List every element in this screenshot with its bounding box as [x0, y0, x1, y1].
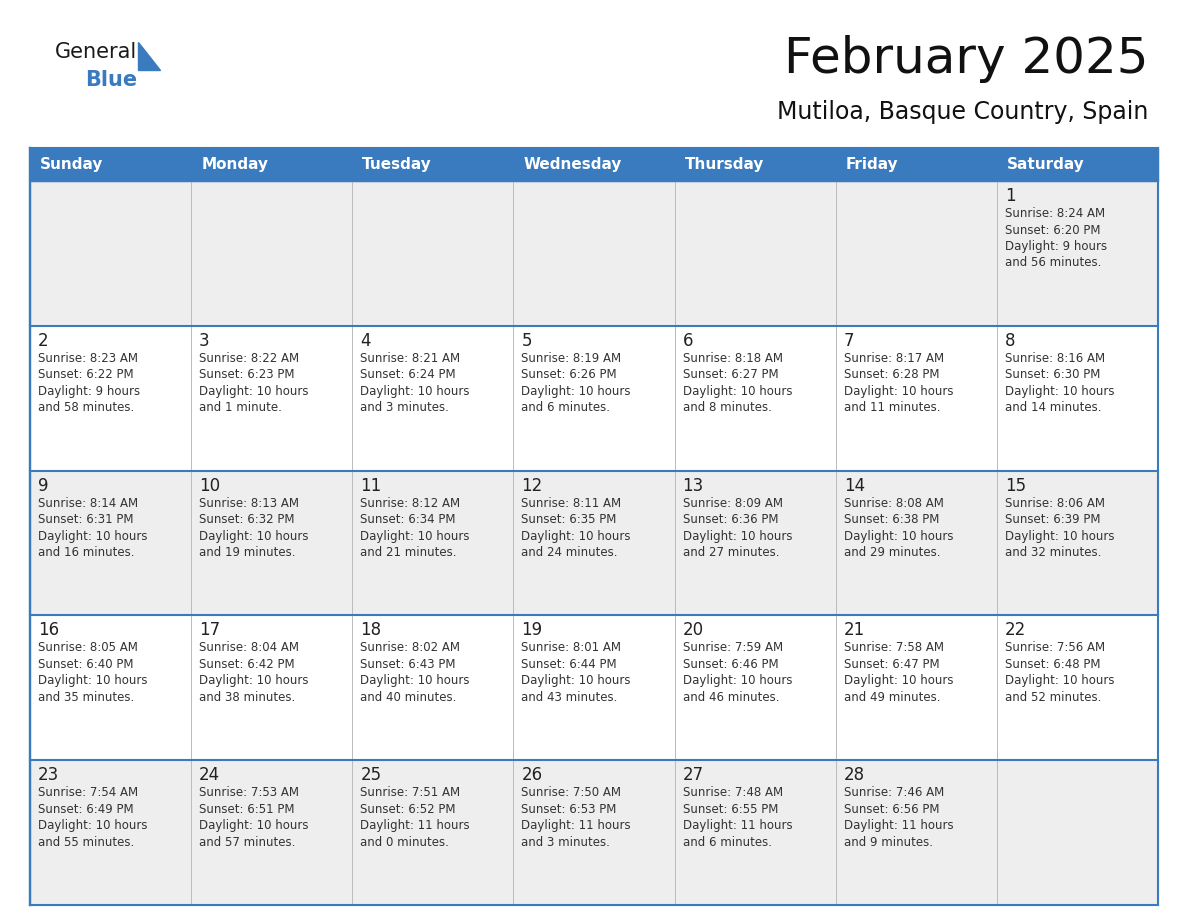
Text: Sunrise: 7:50 AM
Sunset: 6:53 PM
Daylight: 11 hours
and 3 minutes.: Sunrise: 7:50 AM Sunset: 6:53 PM Dayligh… [522, 786, 631, 849]
Text: Sunrise: 8:14 AM
Sunset: 6:31 PM
Daylight: 10 hours
and 16 minutes.: Sunrise: 8:14 AM Sunset: 6:31 PM Dayligh… [38, 497, 147, 559]
Text: Sunrise: 7:48 AM
Sunset: 6:55 PM
Daylight: 11 hours
and 6 minutes.: Sunrise: 7:48 AM Sunset: 6:55 PM Dayligh… [683, 786, 792, 849]
Text: Sunday: Sunday [40, 157, 103, 172]
Text: Friday: Friday [846, 157, 898, 172]
Text: Sunrise: 7:51 AM
Sunset: 6:52 PM
Daylight: 11 hours
and 0 minutes.: Sunrise: 7:51 AM Sunset: 6:52 PM Dayligh… [360, 786, 470, 849]
Text: 4: 4 [360, 331, 371, 350]
Text: 22: 22 [1005, 621, 1026, 640]
Text: 7: 7 [843, 331, 854, 350]
Text: Sunrise: 8:01 AM
Sunset: 6:44 PM
Daylight: 10 hours
and 43 minutes.: Sunrise: 8:01 AM Sunset: 6:44 PM Dayligh… [522, 642, 631, 704]
Bar [30, 326, 1158, 471]
Text: Thursday: Thursday [684, 157, 764, 172]
Text: Sunrise: 8:02 AM
Sunset: 6:43 PM
Daylight: 10 hours
and 40 minutes.: Sunrise: 8:02 AM Sunset: 6:43 PM Dayligh… [360, 642, 469, 704]
Text: Sunrise: 7:46 AM
Sunset: 6:56 PM
Daylight: 11 hours
and 9 minutes.: Sunrise: 7:46 AM Sunset: 6:56 PM Dayligh… [843, 786, 953, 849]
Text: Mutiloa, Basque Country, Spain: Mutiloa, Basque Country, Spain [777, 100, 1148, 124]
Text: Saturday: Saturday [1007, 157, 1085, 172]
Text: 21: 21 [843, 621, 865, 640]
Text: Sunrise: 8:13 AM
Sunset: 6:32 PM
Daylight: 10 hours
and 19 minutes.: Sunrise: 8:13 AM Sunset: 6:32 PM Dayligh… [200, 497, 309, 559]
Text: 23: 23 [38, 767, 59, 784]
Text: Sunrise: 8:12 AM
Sunset: 6:34 PM
Daylight: 10 hours
and 21 minutes.: Sunrise: 8:12 AM Sunset: 6:34 PM Dayligh… [360, 497, 469, 559]
Text: Sunrise: 7:54 AM
Sunset: 6:49 PM
Daylight: 10 hours
and 55 minutes.: Sunrise: 7:54 AM Sunset: 6:49 PM Dayligh… [38, 786, 147, 849]
Text: Sunrise: 8:21 AM
Sunset: 6:24 PM
Daylight: 10 hours
and 3 minutes.: Sunrise: 8:21 AM Sunset: 6:24 PM Dayligh… [360, 352, 469, 414]
Text: Sunrise: 8:09 AM
Sunset: 6:36 PM
Daylight: 10 hours
and 27 minutes.: Sunrise: 8:09 AM Sunset: 6:36 PM Dayligh… [683, 497, 792, 559]
Text: 9: 9 [38, 476, 49, 495]
Text: 6: 6 [683, 331, 693, 350]
Text: 24: 24 [200, 767, 220, 784]
Text: 12: 12 [522, 476, 543, 495]
Text: Sunrise: 8:18 AM
Sunset: 6:27 PM
Daylight: 10 hours
and 8 minutes.: Sunrise: 8:18 AM Sunset: 6:27 PM Dayligh… [683, 352, 792, 414]
Text: 10: 10 [200, 476, 220, 495]
Text: Sunrise: 8:23 AM
Sunset: 6:22 PM
Daylight: 9 hours
and 58 minutes.: Sunrise: 8:23 AM Sunset: 6:22 PM Dayligh… [38, 352, 140, 414]
Text: Tuesday: Tuesday [362, 157, 432, 172]
Text: Sunrise: 8:19 AM
Sunset: 6:26 PM
Daylight: 10 hours
and 6 minutes.: Sunrise: 8:19 AM Sunset: 6:26 PM Dayligh… [522, 352, 631, 414]
Text: 14: 14 [843, 476, 865, 495]
Text: 11: 11 [360, 476, 381, 495]
Text: 18: 18 [360, 621, 381, 640]
Text: Sunrise: 8:16 AM
Sunset: 6:30 PM
Daylight: 10 hours
and 14 minutes.: Sunrise: 8:16 AM Sunset: 6:30 PM Dayligh… [1005, 352, 1114, 414]
Text: 20: 20 [683, 621, 703, 640]
Text: February 2025: February 2025 [784, 35, 1148, 83]
Text: 5: 5 [522, 331, 532, 350]
Text: Blue: Blue [86, 70, 137, 90]
Text: 15: 15 [1005, 476, 1026, 495]
Text: 2: 2 [38, 331, 49, 350]
Text: Wednesday: Wednesday [524, 157, 621, 172]
Text: Sunrise: 8:06 AM
Sunset: 6:39 PM
Daylight: 10 hours
and 32 minutes.: Sunrise: 8:06 AM Sunset: 6:39 PM Dayligh… [1005, 497, 1114, 559]
Text: 16: 16 [38, 621, 59, 640]
Text: Monday: Monday [201, 157, 268, 172]
Text: Sunrise: 8:24 AM
Sunset: 6:20 PM
Daylight: 9 hours
and 56 minutes.: Sunrise: 8:24 AM Sunset: 6:20 PM Dayligh… [1005, 207, 1107, 270]
Text: General: General [55, 42, 138, 62]
Text: Sunrise: 7:56 AM
Sunset: 6:48 PM
Daylight: 10 hours
and 52 minutes.: Sunrise: 7:56 AM Sunset: 6:48 PM Dayligh… [1005, 642, 1114, 704]
Bar [30, 760, 1158, 905]
Text: Sunrise: 7:59 AM
Sunset: 6:46 PM
Daylight: 10 hours
and 46 minutes.: Sunrise: 7:59 AM Sunset: 6:46 PM Dayligh… [683, 642, 792, 704]
Text: Sunrise: 7:58 AM
Sunset: 6:47 PM
Daylight: 10 hours
and 49 minutes.: Sunrise: 7:58 AM Sunset: 6:47 PM Dayligh… [843, 642, 953, 704]
Text: 28: 28 [843, 767, 865, 784]
Text: Sunrise: 8:17 AM
Sunset: 6:28 PM
Daylight: 10 hours
and 11 minutes.: Sunrise: 8:17 AM Sunset: 6:28 PM Dayligh… [843, 352, 953, 414]
Text: 8: 8 [1005, 331, 1016, 350]
Text: Sunrise: 8:05 AM
Sunset: 6:40 PM
Daylight: 10 hours
and 35 minutes.: Sunrise: 8:05 AM Sunset: 6:40 PM Dayligh… [38, 642, 147, 704]
Text: 1: 1 [1005, 187, 1016, 205]
Text: 13: 13 [683, 476, 703, 495]
Bar [30, 615, 1158, 760]
Bar [30, 148, 1158, 181]
Bar [30, 471, 1158, 615]
Text: Sunrise: 7:53 AM
Sunset: 6:51 PM
Daylight: 10 hours
and 57 minutes.: Sunrise: 7:53 AM Sunset: 6:51 PM Dayligh… [200, 786, 309, 849]
Text: Sunrise: 8:22 AM
Sunset: 6:23 PM
Daylight: 10 hours
and 1 minute.: Sunrise: 8:22 AM Sunset: 6:23 PM Dayligh… [200, 352, 309, 414]
Text: Sunrise: 8:11 AM
Sunset: 6:35 PM
Daylight: 10 hours
and 24 minutes.: Sunrise: 8:11 AM Sunset: 6:35 PM Dayligh… [522, 497, 631, 559]
Text: 19: 19 [522, 621, 543, 640]
Text: 25: 25 [360, 767, 381, 784]
Text: 3: 3 [200, 331, 210, 350]
Text: Sunrise: 8:08 AM
Sunset: 6:38 PM
Daylight: 10 hours
and 29 minutes.: Sunrise: 8:08 AM Sunset: 6:38 PM Dayligh… [843, 497, 953, 559]
Bar [30, 181, 1158, 326]
Text: 17: 17 [200, 621, 220, 640]
Polygon shape [138, 42, 160, 70]
Text: 27: 27 [683, 767, 703, 784]
Text: Sunrise: 8:04 AM
Sunset: 6:42 PM
Daylight: 10 hours
and 38 minutes.: Sunrise: 8:04 AM Sunset: 6:42 PM Dayligh… [200, 642, 309, 704]
Text: 26: 26 [522, 767, 543, 784]
